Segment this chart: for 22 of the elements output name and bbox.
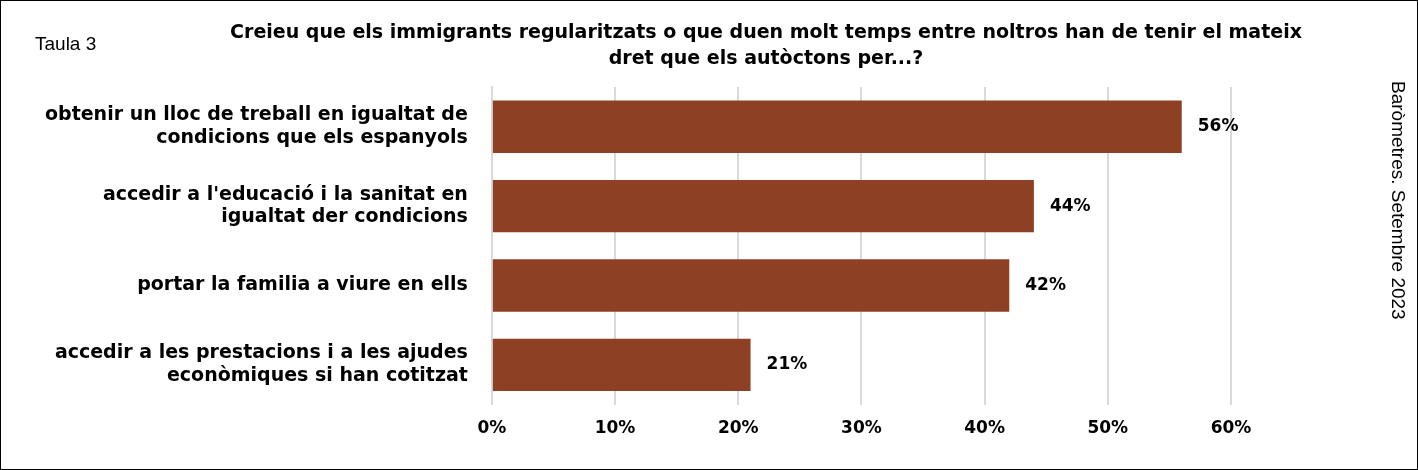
- data-label: 21%: [766, 353, 808, 374]
- y-tick-label: accedir a l'educació i la sanitat en igualtat der condicions: [102, 181, 468, 227]
- y-tick-label: obtenir un lloc de treball en igualtat de condicions que els espanyols: [44, 102, 468, 148]
- bar: [492, 100, 1182, 153]
- x-tick-label: 20%: [717, 417, 759, 438]
- data-label: 42%: [1025, 273, 1066, 294]
- x-tick-label: 60%: [1210, 417, 1252, 438]
- y-tick-label: portar la familia a viure en ells: [137, 272, 468, 295]
- y-tick-label: accedir a les prestacions i a les ajudes econòmiques si han cotitzat: [54, 340, 468, 386]
- x-tick-label: 10%: [594, 417, 636, 438]
- bar: [492, 338, 751, 392]
- x-tick-label: 0%: [477, 417, 507, 438]
- chart-title: Creieu que els immigrants regularitzats o que duen molt temps entre noltros han de tenir el mateix dret que els autòctons per...?: [230, 19, 1302, 68]
- data-label: 44%: [1049, 194, 1091, 215]
- x-tick-label: 30%: [841, 417, 882, 438]
- bar: [492, 179, 1034, 233]
- x-tick-label: 40%: [964, 417, 1005, 438]
- text: Baròmetres. Setembre 2023: [1387, 81, 1409, 320]
- x-tick-label: 50%: [1087, 417, 1129, 438]
- data-label: 56%: [1197, 115, 1239, 136]
- bar: [492, 259, 1010, 312]
- text: Taula 3: [35, 33, 97, 55]
